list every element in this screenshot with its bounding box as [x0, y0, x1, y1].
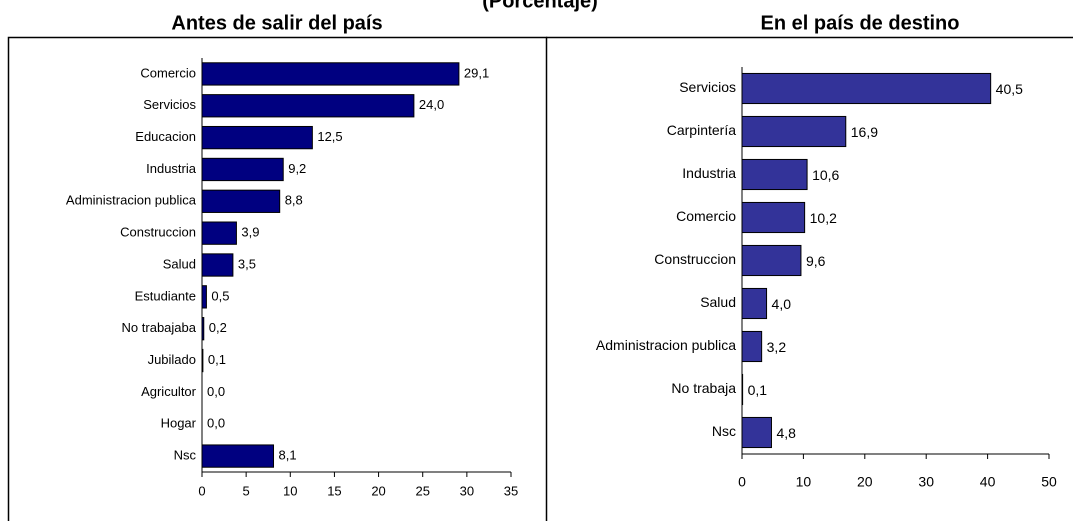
- value-label: 3,9: [241, 225, 259, 240]
- x-tick-label: 0: [738, 474, 746, 490]
- value-label: 8,8: [285, 193, 303, 208]
- plot: Comercio 29,1 Servicios 24,0 Educacion 12,5 In…: [66, 58, 518, 498]
- y-tick-label: Salud: [700, 294, 736, 310]
- value-label: 12,5: [317, 129, 342, 144]
- x-tick-label: 30: [460, 483, 474, 498]
- panel-frame: [7, 36, 548, 521]
- y-tick-label: Comercio: [676, 208, 736, 224]
- value-label: 40,5: [996, 81, 1023, 97]
- x-tick-label: 40: [980, 474, 996, 490]
- value-label: 3,5: [238, 256, 256, 271]
- y-tick-label: Educacion: [135, 129, 196, 144]
- y-tick-label: Agricultor: [141, 384, 197, 399]
- y-tick-label: Comercio: [140, 65, 196, 80]
- chart-title: Antes de salir del país: [171, 12, 382, 34]
- x-tick-label: 10: [796, 474, 812, 490]
- y-tick-label: Construccion: [120, 225, 196, 240]
- value-label: 3,2: [767, 339, 787, 355]
- x-tick-label: 10: [283, 483, 297, 498]
- value-label: 29,1: [464, 65, 489, 80]
- bar: [201, 157, 284, 182]
- y-tick-label: Administracion publica: [596, 337, 736, 353]
- value-label: 8,1: [279, 448, 297, 463]
- bar: [201, 189, 281, 213]
- value-label: 0,0: [207, 416, 225, 431]
- bar: [741, 287, 768, 320]
- bar: [201, 444, 275, 468]
- value-label: 0,1: [208, 352, 226, 367]
- x-tick-label: 30: [918, 474, 934, 490]
- x-tick-label: 20: [857, 474, 873, 490]
- y-tick-label: Jubilado: [148, 352, 196, 367]
- bar: [201, 125, 313, 150]
- bar: [741, 115, 847, 148]
- value-label: 4,0: [772, 296, 792, 312]
- y-tick-label: No trabaja: [671, 380, 736, 396]
- value-label: 10,2: [810, 210, 837, 226]
- y-tick-label: Estudiante: [135, 288, 196, 303]
- y-tick-label: Carpintería: [667, 122, 736, 138]
- value-label: 0,1: [748, 382, 768, 398]
- chart-title: En el país de destino: [761, 12, 960, 34]
- x-tick-label: 20: [371, 483, 385, 498]
- value-label: 24,0: [419, 97, 444, 112]
- y-tick-label: No trabajaba: [122, 320, 197, 335]
- x-tick-label: 15: [327, 483, 341, 498]
- y-tick-label: Hogar: [161, 416, 197, 431]
- bar: [741, 158, 808, 191]
- x-tick-label: 5: [243, 483, 250, 498]
- x-tick-label: 0: [198, 483, 205, 498]
- y-tick-label: Servicios: [143, 97, 196, 112]
- y-tick-label: Nsc: [174, 448, 197, 463]
- page-title: (Porcentaje): [482, 0, 598, 12]
- bar: [741, 416, 772, 449]
- value-label: 9,2: [288, 161, 306, 176]
- bar: [741, 244, 802, 277]
- bar: [201, 94, 415, 118]
- value-label: 16,9: [851, 124, 878, 140]
- value-label: 0,5: [211, 288, 229, 303]
- x-tick-label: 50: [1041, 474, 1057, 490]
- value-label: 0,2: [209, 320, 227, 335]
- bar: [201, 62, 460, 86]
- x-tick-label: 35: [504, 483, 518, 498]
- bar: [201, 253, 234, 277]
- value-label: 10,6: [812, 167, 839, 183]
- y-tick-label: Servicios: [679, 79, 736, 95]
- value-label: 9,6: [806, 253, 826, 269]
- value-label: 0,0: [207, 384, 225, 399]
- y-tick-label: Industria: [146, 161, 197, 176]
- y-tick-label: Nsc: [712, 423, 736, 439]
- y-tick-label: Construccion: [654, 251, 736, 267]
- bar: [741, 330, 763, 363]
- bar: [201, 221, 237, 245]
- y-tick-label: Administracion publica: [66, 193, 197, 208]
- bar: [741, 72, 992, 105]
- bar: [741, 201, 806, 234]
- y-tick-label: Salud: [163, 256, 196, 271]
- value-label: 4,8: [776, 425, 796, 441]
- bar: [201, 285, 207, 309]
- x-tick-label: 25: [415, 483, 429, 498]
- y-tick-label: Industria: [682, 165, 736, 181]
- plot: Servicios 40,5 Carpintería 16,9 Industria 10,…: [596, 67, 1057, 490]
